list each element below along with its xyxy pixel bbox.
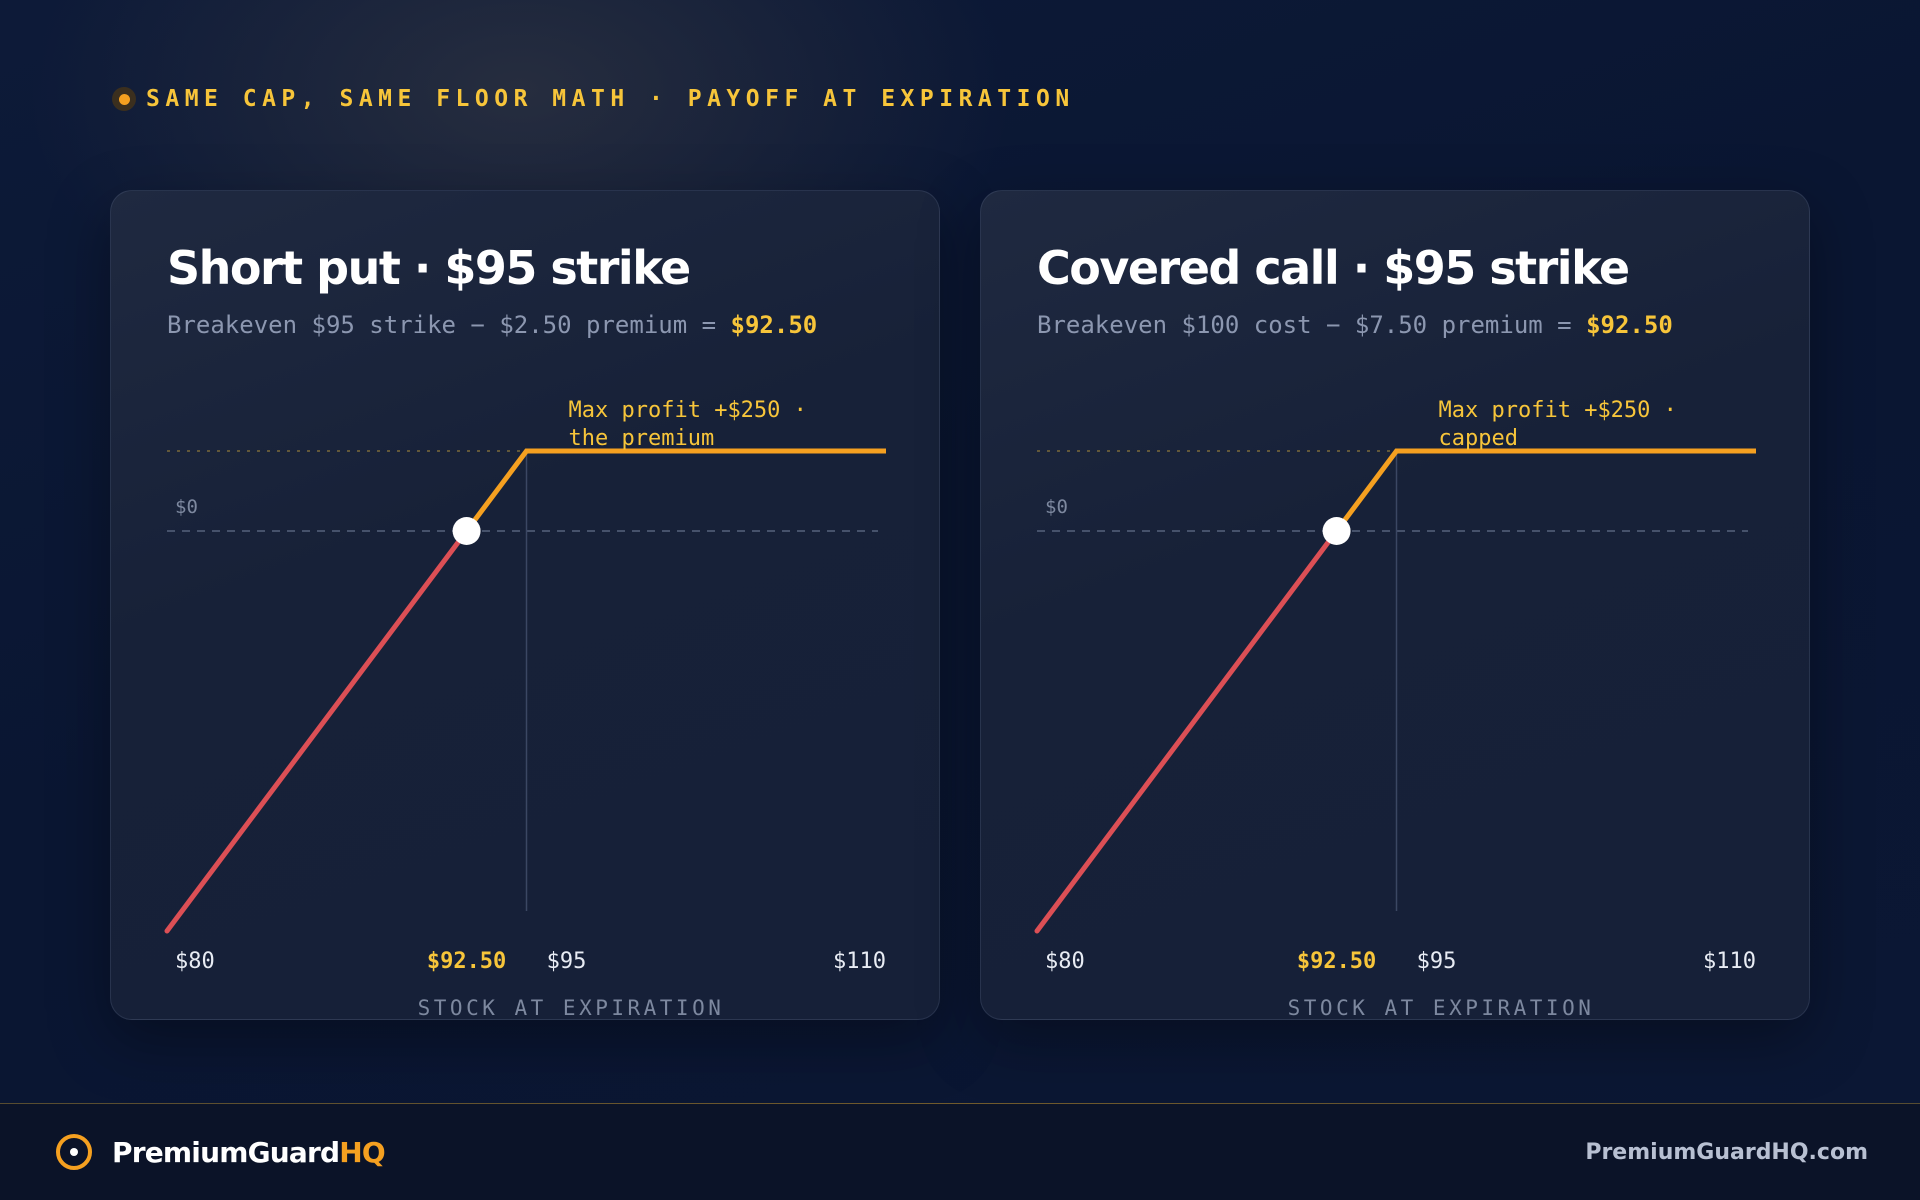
footer: PremiumGuardHQ PremiumGuardHQ.com	[0, 1104, 1920, 1200]
x-tick-label: $92.50	[1297, 949, 1376, 974]
max-profit-annotation: the premium	[569, 426, 715, 451]
card-title: Covered call · $95 strike	[1037, 241, 1630, 295]
brand-logo-icon	[56, 1134, 92, 1170]
brand-name-accent: HQ	[339, 1135, 385, 1169]
payoff-chart-short-put: $0 Max profit +$250 · the premium $80 $92.50…	[164, 398, 886, 1020]
payoff-profit-segment	[464, 448, 886, 533]
payoff-chart-covered-call: $0 Max profit +$250 · capped $80 $92.50 $95 $1…	[1034, 398, 1756, 1020]
x-tick-label: $110	[833, 949, 886, 974]
subtitle-text: Breakeven $100 cost − $7.50 premium =	[1037, 311, 1587, 339]
card-subtitle: Breakeven $95 strike − $2.50 premium = $…	[167, 311, 817, 339]
x-axis-title: STOCK AT EXPIRATION	[418, 996, 725, 1020]
payoff-loss-segment	[164, 528, 470, 934]
brand-name: PremiumGuardHQ	[112, 1135, 386, 1169]
breakeven-result: $92.50	[730, 311, 818, 339]
y-tick-label: $0	[175, 496, 198, 518]
brand[interactable]: PremiumGuardHQ	[56, 1134, 386, 1170]
breakeven-marker	[452, 517, 481, 545]
payoff-profit-segment	[1334, 448, 1756, 533]
site-link[interactable]: PremiumGuardHQ.com	[1585, 1140, 1868, 1165]
payoff-loss-segment	[1034, 528, 1340, 934]
breakeven-marker	[1322, 517, 1351, 545]
x-tick-label: $110	[1703, 949, 1756, 974]
header-title: SAME CAP, SAME FLOOR MATH · PAYOFF AT EX…	[146, 86, 1075, 112]
max-profit-annotation: Max profit +$250 ·	[1439, 398, 1677, 423]
brand-name-main: PremiumGuard	[112, 1135, 340, 1169]
subtitle-text: Breakeven $95 strike − $2.50 premium =	[167, 311, 731, 339]
y-tick-label: $0	[1045, 496, 1068, 518]
x-tick-label: $80	[1045, 949, 1085, 974]
breakeven-result: $92.50	[1586, 311, 1673, 339]
footer-divider	[0, 1103, 1920, 1104]
card-subtitle: Breakeven $100 cost − $7.50 premium = $9…	[1037, 311, 1673, 339]
x-tick-label: $95	[1417, 949, 1457, 974]
x-tick-label: $80	[175, 949, 215, 974]
x-axis-title: STOCK AT EXPIRATION	[1288, 996, 1595, 1020]
short-put-card: Short put · $95 strike Breakeven $95 str…	[110, 190, 940, 1020]
covered-call-card: Covered call · $95 strike Breakeven $100…	[980, 190, 1810, 1020]
max-profit-annotation: capped	[1439, 426, 1518, 451]
x-tick-label: $95	[547, 949, 587, 974]
x-tick-label: $92.50	[427, 949, 506, 974]
bullet-dot-icon	[112, 87, 136, 111]
max-profit-annotation: Max profit +$250 ·	[569, 398, 807, 423]
chart-header: SAME CAP, SAME FLOOR MATH · PAYOFF AT EX…	[112, 84, 1075, 114]
card-title: Short put · $95 strike	[167, 241, 691, 295]
